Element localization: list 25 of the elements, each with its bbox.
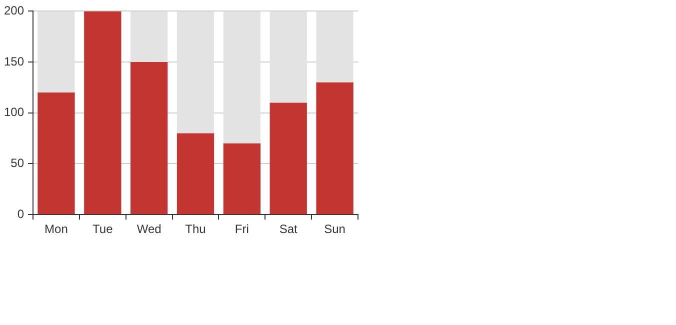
bar bbox=[176, 133, 214, 214]
bar bbox=[270, 11, 307, 103]
bar bbox=[130, 11, 168, 62]
x-tick-label: Sat bbox=[279, 222, 298, 236]
x-tick-label: Tue bbox=[92, 222, 114, 236]
bar bbox=[38, 92, 75, 214]
bar bbox=[223, 11, 261, 144]
y-tick-label: 0 bbox=[17, 206, 24, 221]
bar bbox=[130, 62, 168, 214]
y-tick-label: 50 bbox=[10, 156, 24, 170]
y-tick-label: 200 bbox=[4, 4, 24, 18]
x-tick-label: Thu bbox=[185, 222, 206, 236]
x-tick-label: Wed bbox=[136, 222, 162, 236]
bar bbox=[223, 143, 261, 214]
x-tick-label: Fri bbox=[234, 222, 249, 236]
y-tick-label: 150 bbox=[4, 54, 24, 68]
x-tick-label: Sun bbox=[324, 222, 346, 236]
y-tick-label: 100 bbox=[4, 105, 24, 120]
bar bbox=[38, 11, 75, 93]
x-tick-label: Mon bbox=[44, 222, 68, 236]
bar bbox=[316, 11, 354, 82]
bar bbox=[84, 11, 122, 214]
bar bbox=[316, 82, 354, 214]
bar bbox=[176, 11, 214, 134]
bar bbox=[270, 102, 307, 214]
